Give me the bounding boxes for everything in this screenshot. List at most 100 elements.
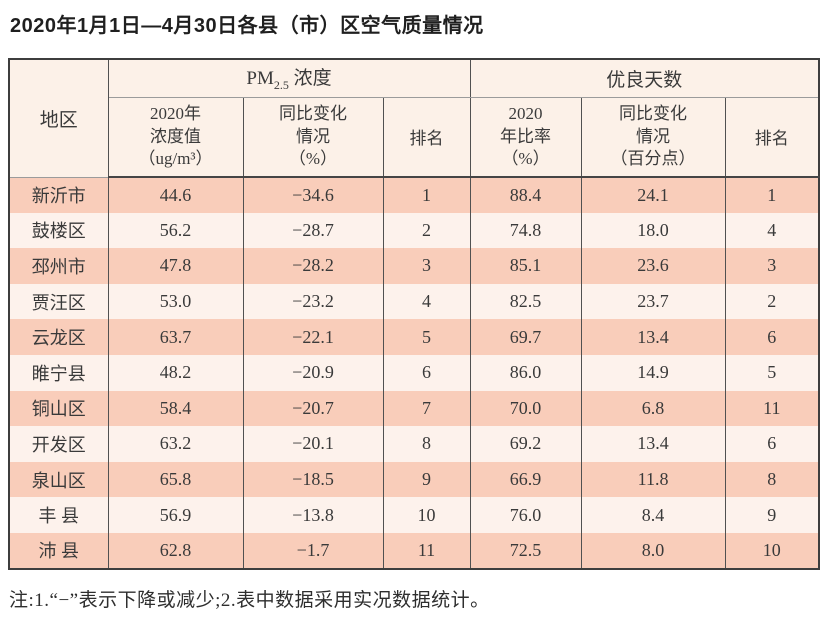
pm-rank-cell: 3 bbox=[382, 248, 471, 284]
pm-value-cell: 58.4 bbox=[107, 390, 244, 427]
region-cell: 泉山区 bbox=[8, 461, 109, 498]
pm-rank-cell: 11 bbox=[382, 532, 471, 569]
pm-change-cell: −20.9 bbox=[242, 354, 384, 391]
good-days-group-header: 优良天数 bbox=[469, 59, 820, 98]
region-cell: 沛 县 bbox=[8, 532, 109, 569]
pm-value-cell: 56.2 bbox=[107, 212, 244, 249]
table-row: 丰 县 56.9 −13.8 10 76.0 8.4 9 bbox=[8, 497, 820, 533]
pm-label-prefix: PM bbox=[246, 68, 274, 90]
pm-value-cell: 63.2 bbox=[107, 426, 244, 462]
pm-rank-cell: 1 bbox=[382, 177, 471, 213]
good-rank-header: 排名 bbox=[724, 97, 820, 178]
pm-rank-cell: 2 bbox=[382, 212, 471, 249]
good-rank-cell: 6 bbox=[724, 426, 820, 462]
pm-change-cell: −28.7 bbox=[242, 212, 384, 249]
region-cell: 睢宁县 bbox=[8, 354, 109, 391]
pm-rank-header: 排名 bbox=[382, 97, 471, 178]
region-cell: 云龙区 bbox=[8, 319, 109, 355]
good-change-cell: 13.4 bbox=[580, 426, 726, 462]
good-rate-cell: 88.4 bbox=[469, 177, 582, 213]
pm-label-suffix: 浓度 bbox=[288, 68, 332, 90]
good-rank-cell: 11 bbox=[724, 390, 820, 427]
good-rank-cell: 5 bbox=[724, 354, 820, 391]
pm-change-cell: −22.1 bbox=[242, 319, 384, 355]
region-cell: 鼓楼区 bbox=[8, 212, 109, 249]
table-row: 邳州市 47.8 −28.2 3 85.1 23.6 3 bbox=[8, 248, 820, 284]
good-change-header: 同比变化 情况 （百分点） bbox=[580, 97, 726, 178]
region-cell: 新沂市 bbox=[8, 177, 109, 213]
pm-value-cell: 63.7 bbox=[107, 319, 244, 355]
good-rate-cell: 66.9 bbox=[469, 461, 582, 498]
region-cell: 贾汪区 bbox=[8, 283, 109, 320]
good-rate-cell: 82.5 bbox=[469, 283, 582, 320]
table-row: 开发区 63.2 −20.1 8 69.2 13.4 6 bbox=[8, 426, 820, 462]
good-rate-cell: 69.7 bbox=[469, 319, 582, 355]
pm-rank-cell: 7 bbox=[382, 390, 471, 427]
pm-change-cell: −28.2 bbox=[242, 248, 384, 284]
table-row: 铜山区 58.4 −20.7 7 70.0 6.8 11 bbox=[8, 390, 820, 427]
table-row: 沛 县 62.8 −1.7 11 72.5 8.0 10 bbox=[8, 532, 820, 569]
pm-change-cell: −23.2 bbox=[242, 283, 384, 320]
good-rate-cell: 70.0 bbox=[469, 390, 582, 427]
region-cell: 邳州市 bbox=[8, 248, 109, 284]
pm-rank-cell: 9 bbox=[382, 461, 471, 498]
good-change-cell: 23.6 bbox=[580, 248, 726, 284]
pm-change-cell: −20.7 bbox=[242, 390, 384, 427]
good-change-cell: 18.0 bbox=[580, 212, 726, 249]
good-rate-cell: 74.8 bbox=[469, 212, 582, 249]
table-row: 新沂市 44.6 −34.6 1 88.4 24.1 1 bbox=[8, 177, 820, 213]
pm-rank-cell: 10 bbox=[382, 497, 471, 533]
pm-value-cell: 53.0 bbox=[107, 283, 244, 320]
page-title: 2020年1月1日—4月30日各县（市）区空气质量情况 bbox=[10, 15, 484, 37]
good-rank-cell: 1 bbox=[724, 177, 820, 213]
good-rate-cell: 76.0 bbox=[469, 497, 582, 533]
table-row: 鼓楼区 56.2 −28.7 2 74.8 18.0 4 bbox=[8, 212, 820, 249]
pm-value-header: 2020年 浓度值 （ug/m³） bbox=[107, 97, 244, 178]
pm-value-cell: 48.2 bbox=[107, 354, 244, 391]
good-rank-cell: 6 bbox=[724, 319, 820, 355]
good-change-cell: 13.4 bbox=[580, 319, 726, 355]
pm-value-cell: 65.8 bbox=[107, 461, 244, 498]
good-rate-cell: 86.0 bbox=[469, 354, 582, 391]
table-row: 云龙区 63.7 −22.1 5 69.7 13.4 6 bbox=[8, 319, 820, 355]
pm-rank-cell: 6 bbox=[382, 354, 471, 391]
pm-value-cell: 44.6 bbox=[107, 177, 244, 213]
good-change-cell: 8.0 bbox=[580, 532, 726, 569]
region-header-cell: 地区 bbox=[8, 59, 109, 178]
table-head: 地区 PM2.5 浓度 优良天数 2020年 浓度值 （ug/m³） 同比变化 … bbox=[8, 59, 820, 178]
good-rate-cell: 85.1 bbox=[469, 248, 582, 284]
good-rate-cell: 69.2 bbox=[469, 426, 582, 462]
pm-rank-cell: 8 bbox=[382, 426, 471, 462]
air-quality-table: 地区 PM2.5 浓度 优良天数 2020年 浓度值 （ug/m³） 同比变化 … bbox=[8, 58, 821, 570]
good-rate-cell: 72.5 bbox=[469, 532, 582, 569]
region-cell: 开发区 bbox=[8, 426, 109, 462]
good-rank-cell: 4 bbox=[724, 212, 820, 249]
pm-label-subscript: 2.5 bbox=[273, 78, 289, 93]
table-row: 睢宁县 48.2 −20.9 6 86.0 14.9 5 bbox=[8, 354, 820, 391]
pm-value-cell: 47.8 bbox=[107, 248, 244, 284]
group-header-row: 地区 PM2.5 浓度 优良天数 bbox=[8, 59, 820, 178]
pm-group-header: PM2.5 浓度 bbox=[107, 59, 471, 98]
pm-change-cell: −34.6 bbox=[242, 177, 384, 213]
pm-change-header: 同比变化 情况 （%） bbox=[242, 97, 384, 178]
good-change-cell: 14.9 bbox=[580, 354, 726, 391]
good-rank-cell: 3 bbox=[724, 248, 820, 284]
good-rank-cell: 2 bbox=[724, 283, 820, 320]
table-row: 贾汪区 53.0 −23.2 4 82.5 23.7 2 bbox=[8, 283, 820, 320]
pm-change-cell: −18.5 bbox=[242, 461, 384, 498]
pm-value-cell: 56.9 bbox=[107, 497, 244, 533]
pm-change-cell: −13.8 bbox=[242, 497, 384, 533]
region-cell: 铜山区 bbox=[8, 390, 109, 427]
footnote: 注:1.“−”表示下降或减少;2.表中数据采用实况数据统计。 bbox=[9, 589, 490, 611]
table-body: 新沂市 44.6 −34.6 1 88.4 24.1 1 鼓楼区 56.2 −28.7 2 74.8 1… bbox=[8, 177, 820, 569]
table-row: 泉山区 65.8 −18.5 9 66.9 11.8 8 bbox=[8, 461, 820, 498]
pm-value-cell: 62.8 bbox=[107, 532, 244, 569]
pm-change-cell: −1.7 bbox=[242, 532, 384, 569]
good-change-cell: 24.1 bbox=[580, 177, 726, 213]
region-cell: 丰 县 bbox=[8, 497, 109, 533]
pm-change-cell: −20.1 bbox=[242, 426, 384, 462]
good-rank-cell: 9 bbox=[724, 497, 820, 533]
good-change-cell: 6.8 bbox=[580, 390, 726, 427]
sub-header-row: 2020年 浓度值 （ug/m³） 同比变化 情况 （%） 排名 2020 年比… bbox=[9, 97, 820, 178]
